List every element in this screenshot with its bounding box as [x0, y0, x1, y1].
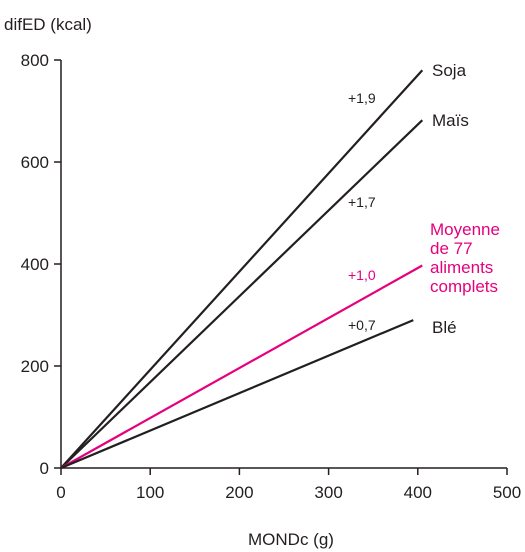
- x-tick-label: 200: [225, 483, 253, 502]
- slope-label-3: +0,7: [348, 317, 376, 333]
- axes: 0 100 200 300 400 500 0 200 400 600 800: [21, 51, 522, 502]
- x-tick-label: 0: [56, 483, 65, 502]
- series-line-3: [60, 319, 414, 470]
- y-tick-label: 800: [21, 51, 49, 70]
- x-tick-label: 500: [493, 483, 521, 502]
- series-labels: +1,9 Soja +1,7 Maïs +1,0 Moyenne de 77 aliments…: [348, 61, 500, 337]
- series-name-0: Soja: [432, 61, 467, 80]
- y-tick-label: 0: [40, 459, 49, 478]
- x-tick-label: 400: [404, 483, 432, 502]
- series-lines: [60, 69, 424, 470]
- y-tick-label: 400: [21, 255, 49, 274]
- x-axis-label: MONDc (g): [248, 530, 334, 549]
- x-tick-label: 300: [314, 483, 342, 502]
- slope-label-0: +1,9: [348, 90, 376, 106]
- slope-label-1: +1,7: [348, 194, 376, 210]
- slope-label-2: +1,0: [348, 267, 376, 283]
- y-axis-label: difED (kcal): [4, 15, 92, 34]
- x-tick-label: 100: [136, 483, 164, 502]
- series-name-2: Moyenne de 77 aliments complets: [430, 220, 500, 296]
- series-name-3: Blé: [432, 318, 457, 337]
- series-line-0: [60, 69, 424, 469]
- y-tick-label: 600: [21, 153, 49, 172]
- series-name-1: Maïs: [432, 111, 469, 130]
- y-tick-label: 200: [21, 357, 49, 376]
- series-line-2: [60, 264, 423, 469]
- series-line-1: [60, 119, 424, 469]
